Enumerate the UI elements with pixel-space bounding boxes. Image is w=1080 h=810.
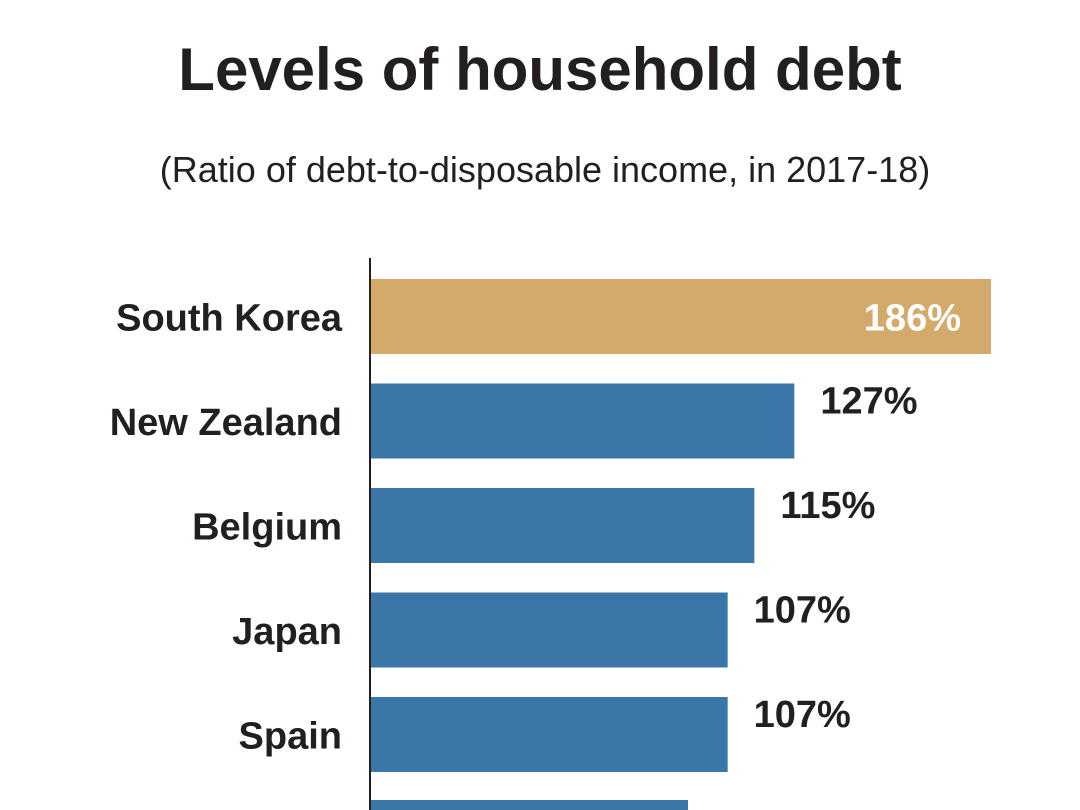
- bar-new-zealand: [371, 383, 795, 459]
- bar-spain: [371, 697, 728, 772]
- bars-group: [371, 279, 991, 772]
- category-label: Spain: [239, 716, 342, 758]
- category-label: South Korea: [116, 298, 343, 340]
- chart-subtitle: (Ratio of debt-to-disposable income, in …: [159, 149, 931, 190]
- category-label: Japan: [232, 611, 342, 653]
- value-label: 107%: [754, 590, 851, 632]
- value-label: 107%: [754, 694, 851, 736]
- bar-south-korea: [371, 279, 991, 354]
- partial-bar-cutoff: [371, 800, 688, 810]
- category-label: Belgium: [192, 507, 342, 549]
- bar-belgium: [371, 488, 755, 563]
- bar-japan: [371, 592, 728, 668]
- category-label: New Zealand: [110, 402, 342, 444]
- value-label: 115%: [780, 485, 875, 527]
- category-labels-group: South Korea New Zealand Belgium Japan Spain: [110, 298, 343, 758]
- value-labels-group: 186% 127% 115% 107% 107%: [754, 298, 961, 737]
- value-label: 186%: [864, 298, 961, 340]
- value-label: 127%: [820, 381, 917, 423]
- chart-title: Levels of household debt: [178, 36, 902, 103]
